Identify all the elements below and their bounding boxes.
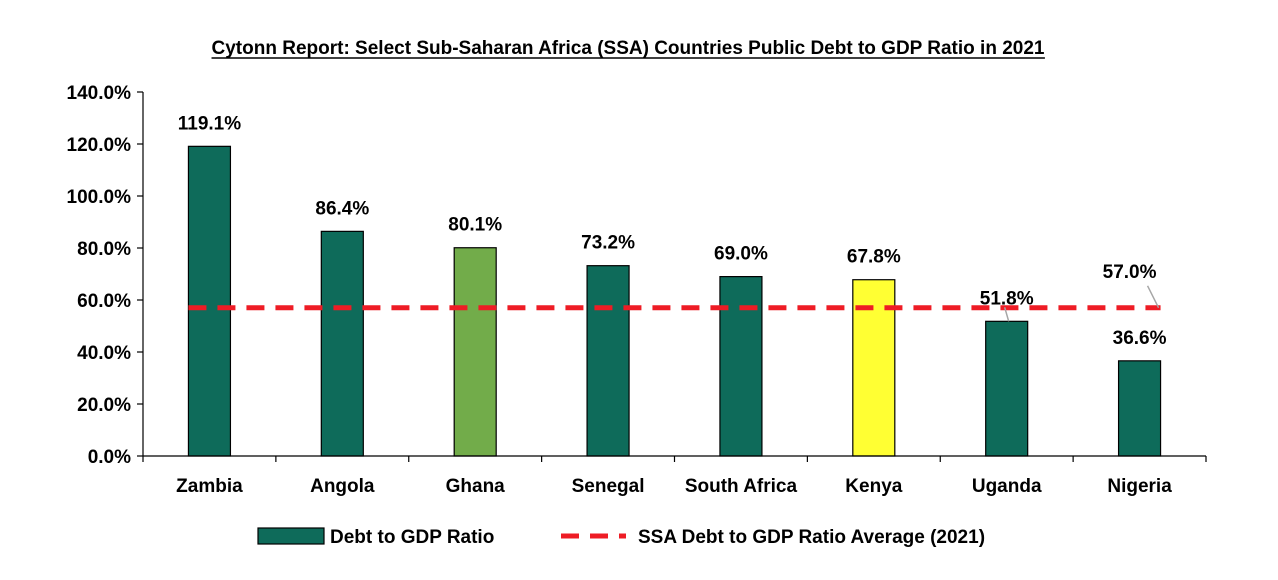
y-axis: 0.0% 20.0% 40.0% 60.0% 80.0% 100.0% 120.0% 140.… [67, 83, 144, 468]
data-label: 119.1% [178, 113, 241, 134]
legend-label-ssa-average: SSA Debt to GDP Ratio Average (2021) [638, 527, 985, 548]
data-label: 80.1% [448, 215, 502, 236]
data-label: 51.8% [980, 288, 1034, 309]
y-tick-label: 60.0% [77, 291, 131, 312]
data-label: 67.8% [847, 247, 901, 268]
x-tick-label: South Africa [685, 476, 798, 497]
data-labels: 119.1% 86.4% 80.1% 73.2% 69.0% 67.8% 51.8% 36.6… [178, 113, 1167, 349]
data-label: 73.2% [581, 233, 635, 254]
bar-south-africa [719, 276, 763, 457]
x-axis: Zambia Angola Ghana Senegal South Africa Keny… [142, 455, 1207, 497]
x-tick-label: Angola [310, 476, 375, 497]
legend-label-debt-to-gdp: Debt to GDP Ratio [330, 527, 494, 548]
bar-angola [320, 230, 364, 457]
y-tick-label: 0.0% [88, 447, 131, 468]
data-label: 86.4% [315, 198, 369, 219]
y-tick-label: 140.0% [67, 83, 132, 104]
x-tick-label: Senegal [572, 476, 645, 497]
y-tick-label: 80.0% [77, 239, 131, 260]
y-tick-label: 100.0% [67, 187, 132, 208]
x-tick-label: Zambia [176, 476, 243, 497]
x-tick-label: Kenya [845, 476, 902, 497]
x-tick-label: Uganda [972, 476, 1042, 497]
y-tick-label: 20.0% [77, 395, 131, 416]
x-tick-label: Ghana [446, 476, 506, 497]
bar-ghana [453, 247, 497, 457]
average-data-label: 57.0% [1103, 262, 1157, 283]
data-label: 36.6% [1113, 328, 1167, 349]
legend-swatch-debt-to-gdp [257, 527, 325, 545]
bar-nigeria [1117, 360, 1162, 457]
bar-senegal [586, 265, 630, 457]
x-tick-label: Nigeria [1107, 476, 1172, 497]
bar-zambia [187, 145, 232, 457]
data-label-leader-line [1003, 307, 1010, 322]
data-label: 69.0% [714, 244, 768, 265]
chart-title-group: Cytonn Report: Select Sub-Saharan Africa… [211, 38, 1045, 59]
y-tick-label: 120.0% [67, 135, 132, 156]
chart-title: Cytonn Report: Select Sub-Saharan Africa… [212, 38, 1045, 59]
average-label-leader-line [1146, 285, 1160, 309]
legend: Debt to GDP Ratio SSA Debt to GDP Ratio A… [257, 527, 985, 548]
bar-uganda [985, 320, 1029, 457]
y-tick-label: 40.0% [77, 343, 131, 364]
